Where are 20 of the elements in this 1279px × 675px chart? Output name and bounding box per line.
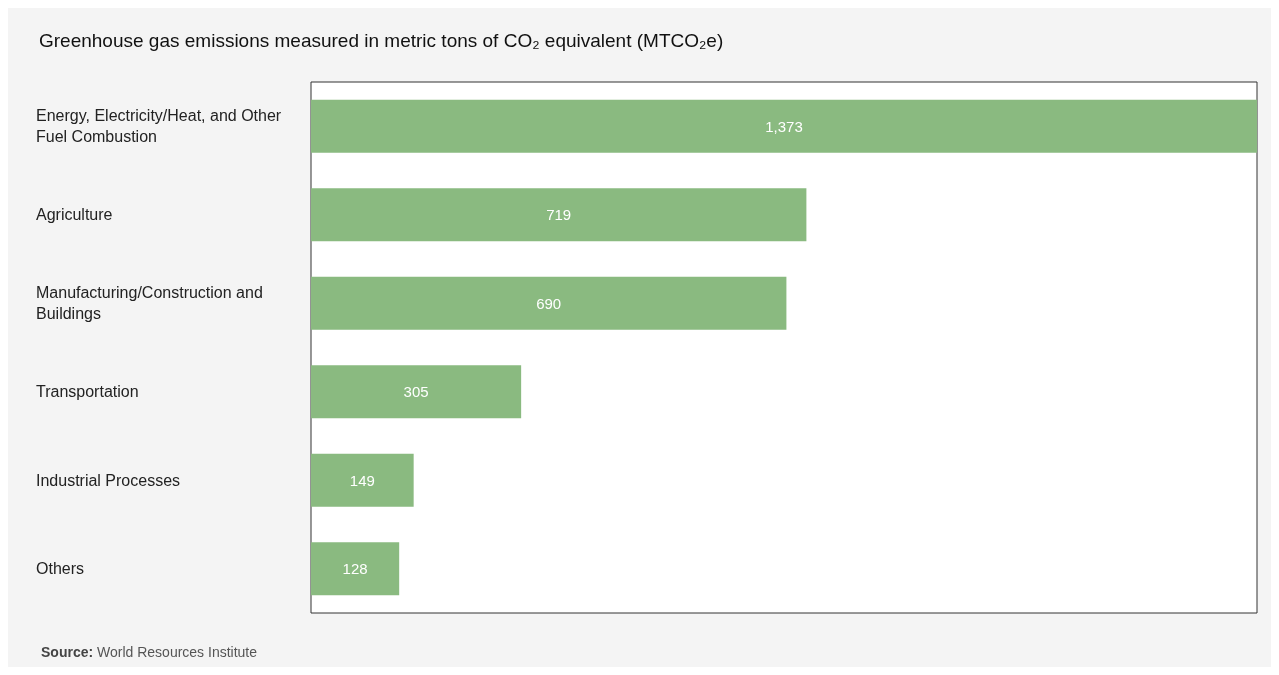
data-label: 305 [403,383,429,401]
y-tick-label: Industrial Processes [36,471,181,489]
y-tick-label: Manufacturing/Construction and Buildings [36,284,268,323]
data-label: 149 [349,471,375,489]
bar [311,188,807,242]
data-label: 1,373 [765,117,803,135]
data-label: 128 [342,560,368,578]
y-tick-label: Agriculture [36,206,113,224]
data-label: 719 [546,206,572,224]
bar [311,99,1257,153]
source-note: Source: World Resources Institute [41,644,258,660]
bar [311,365,522,419]
chart-title: Greenhouse gas emissions measured in metric tons of CO₂ equivalent (MTCO₂e) [39,30,724,51]
bar [311,453,414,507]
y-tick-label: Energy, Electricity/Heat, and Other Fuel Combustion [36,107,286,146]
data-label: 690 [536,294,562,312]
y-tick-label: Transportation [36,383,139,401]
y-tick-label: Others [36,560,85,578]
bar [311,276,787,330]
bar [311,542,400,596]
